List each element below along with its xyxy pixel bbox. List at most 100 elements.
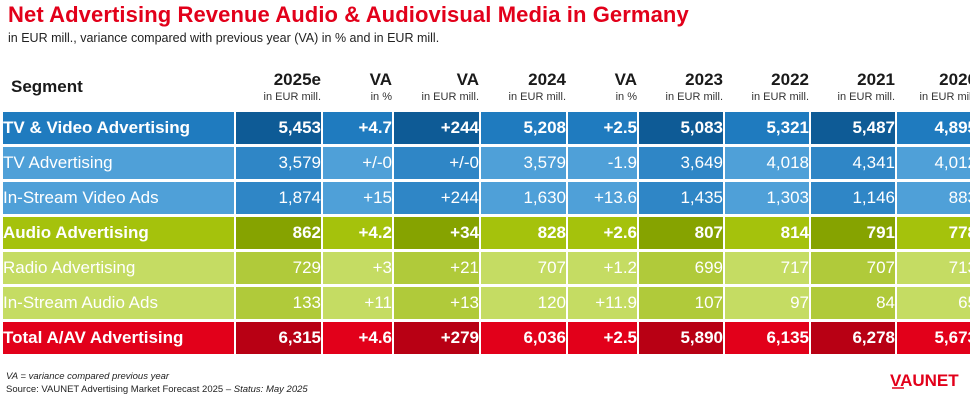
table-cell: 5,890 bbox=[637, 322, 723, 357]
header-label: 2025e bbox=[273, 70, 321, 89]
table-cell: 1,303 bbox=[723, 182, 809, 217]
table-cell: 699 bbox=[637, 252, 723, 287]
table-cell: +4.6 bbox=[321, 322, 392, 357]
table-cell: 713 bbox=[895, 252, 970, 287]
page-title: Net Advertising Revenue Audio & Audiovis… bbox=[8, 2, 689, 27]
source-text: Source: VAUNET Advertising Market Foreca… bbox=[6, 384, 234, 395]
row-label: Audio Advertising bbox=[3, 217, 234, 252]
vaunet-logo: VAUNET bbox=[890, 371, 959, 390]
table-cell: 4,012 bbox=[895, 147, 970, 182]
table-cell: 1,630 bbox=[479, 182, 566, 217]
header-label: 2024 bbox=[528, 70, 566, 89]
table-cell: 729 bbox=[234, 252, 321, 287]
table-cell: 707 bbox=[479, 252, 566, 287]
table-cell: +13.6 bbox=[566, 182, 637, 217]
table-row: In-Stream Audio Ads 133 +11 +13 120 +11.9 107 9… bbox=[3, 287, 970, 322]
table-cell: +/-0 bbox=[321, 147, 392, 182]
table-cell: +1.2 bbox=[566, 252, 637, 287]
revenue-table: Segment 2025e in EUR mill. VA in % VA in EUR m… bbox=[3, 64, 970, 357]
row-label: Total A/AV Advertising bbox=[3, 322, 234, 357]
vaunet-logo-text: VAUNET bbox=[890, 371, 959, 390]
table-cell: 883 bbox=[895, 182, 970, 217]
header-col-2: VA in % bbox=[321, 64, 392, 112]
table-cell: +244 bbox=[392, 112, 479, 147]
table-cell: 814 bbox=[723, 217, 809, 252]
table-cell: 6,135 bbox=[723, 322, 809, 357]
table-cell: 6,315 bbox=[234, 322, 321, 357]
table-row: Total A/AV Advertising 6,315 +4.6 +279 6,036… bbox=[3, 322, 970, 357]
header-label: VA bbox=[456, 70, 479, 89]
table-cell: 133 bbox=[234, 287, 321, 322]
row-label: TV & Video Advertising bbox=[3, 112, 234, 147]
source-status: Status: May 2025 bbox=[233, 384, 308, 395]
header-unit: in EUR mill. bbox=[263, 91, 321, 103]
header-col-8: 2021 in EUR mill. bbox=[809, 64, 895, 112]
header-unit: in EUR mill. bbox=[421, 91, 479, 103]
table-row: In-Stream Video Ads 1,874 +15 +244 1,630 +13.… bbox=[3, 182, 970, 217]
header-col-6: 2023 in EUR mill. bbox=[637, 64, 723, 112]
table-cell: 4,895 bbox=[895, 112, 970, 147]
table-cell: 707 bbox=[809, 252, 895, 287]
table-row: Audio Advertising 862 +4.2 +34 828 +2.6 807 814… bbox=[3, 217, 970, 252]
table-cell: 84 bbox=[809, 287, 895, 322]
table-cell: 120 bbox=[479, 287, 566, 322]
row-label: TV Advertising bbox=[3, 147, 234, 182]
table-cell: 1,874 bbox=[234, 182, 321, 217]
table-cell: 97 bbox=[723, 287, 809, 322]
table-cell: 5,673 bbox=[895, 322, 970, 357]
table-cell: 1,146 bbox=[809, 182, 895, 217]
table-cell: +11 bbox=[321, 287, 392, 322]
header-segment: Segment bbox=[3, 64, 234, 112]
header-col-5: VA in % bbox=[566, 64, 637, 112]
table-cell: +2.6 bbox=[566, 217, 637, 252]
table-cell: 3,579 bbox=[479, 147, 566, 182]
row-label: In-Stream Video Ads bbox=[3, 182, 234, 217]
table-cell: -1.9 bbox=[566, 147, 637, 182]
table-cell: 5,208 bbox=[479, 112, 566, 147]
table-cell: +279 bbox=[392, 322, 479, 357]
header-unit: in EUR mill. bbox=[751, 91, 809, 103]
table-cell: +21 bbox=[392, 252, 479, 287]
table-cell: +3 bbox=[321, 252, 392, 287]
header-label: 2023 bbox=[685, 70, 723, 89]
table-cell: +/-0 bbox=[392, 147, 479, 182]
table-cell: 65 bbox=[895, 287, 970, 322]
row-label: In-Stream Audio Ads bbox=[3, 287, 234, 322]
table-cell: 5,487 bbox=[809, 112, 895, 147]
table-cell: 3,649 bbox=[637, 147, 723, 182]
header-label: VA bbox=[369, 70, 392, 89]
table-cell: 1,435 bbox=[637, 182, 723, 217]
table-cell: +34 bbox=[392, 217, 479, 252]
source-note: Source: VAUNET Advertising Market Foreca… bbox=[6, 384, 308, 395]
table-cell: 778 bbox=[895, 217, 970, 252]
header-unit: in % bbox=[615, 91, 637, 103]
table-cell: 6,278 bbox=[809, 322, 895, 357]
table-cell: 5,453 bbox=[234, 112, 321, 147]
table-cell: 717 bbox=[723, 252, 809, 287]
table-body: TV & Video Advertising 5,453 +4.7 +244 5,208… bbox=[3, 112, 970, 357]
table-cell: +4.2 bbox=[321, 217, 392, 252]
header-unit: in EUR mill. bbox=[919, 91, 970, 103]
table-cell: +4.7 bbox=[321, 112, 392, 147]
row-label: Radio Advertising bbox=[3, 252, 234, 287]
table-cell: 862 bbox=[234, 217, 321, 252]
table-cell: 807 bbox=[637, 217, 723, 252]
table-cell: 5,321 bbox=[723, 112, 809, 147]
footnote: VA = variance compared previous year bbox=[6, 371, 170, 382]
table-row: TV & Video Advertising 5,453 +4.7 +244 5,208… bbox=[3, 112, 970, 147]
table-cell: 107 bbox=[637, 287, 723, 322]
header-unit: in EUR mill. bbox=[837, 91, 895, 103]
header-col-9: 2020 in EUR mill. bbox=[895, 64, 970, 112]
header-unit: in EUR mill. bbox=[508, 91, 566, 103]
header-label: VA bbox=[614, 70, 637, 89]
table-cell: 5,083 bbox=[637, 112, 723, 147]
header-col-7: 2022 in EUR mill. bbox=[723, 64, 809, 112]
table-cell: +13 bbox=[392, 287, 479, 322]
header-label: 2022 bbox=[771, 70, 809, 89]
header-col-1: 2025e in EUR mill. bbox=[234, 64, 321, 112]
header-label: 2021 bbox=[857, 70, 895, 89]
table-cell: +11.9 bbox=[566, 287, 637, 322]
table-cell: +2.5 bbox=[566, 112, 637, 147]
table-cell: +2.5 bbox=[566, 322, 637, 357]
table-cell: +244 bbox=[392, 182, 479, 217]
